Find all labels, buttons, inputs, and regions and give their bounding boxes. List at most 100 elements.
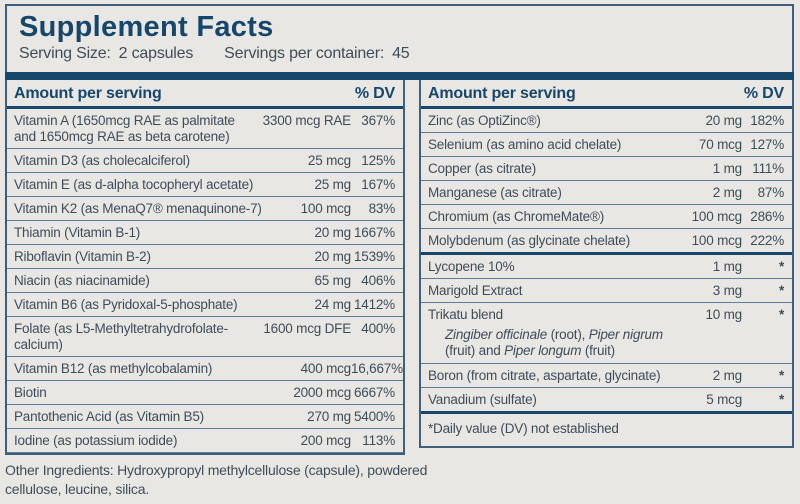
table-row: Niacin (as niacinamide) 65 mg 406%	[7, 269, 403, 293]
divider-bar	[5, 72, 794, 80]
table-row: Molybdenum (as glycinate chelate) 100 mcg…	[421, 229, 792, 255]
left-table-header: Amount per serving % DV	[7, 80, 403, 109]
nutrient-dv: 406%	[361, 273, 395, 288]
table-row: Vitamin B12 (as methylcobalamin) 400 mcg 1…	[7, 357, 403, 381]
table-row: Vitamin A (1650mcg RAE as palmitate and …	[7, 109, 403, 149]
nutrient-dv: *	[778, 392, 784, 407]
table-row: Biotin 2000 mcg 6667%	[7, 381, 403, 405]
nutrient-name: Vitamin D3 (as cholecalciferol)	[14, 153, 190, 168]
table-row: Iodine (as potassium iodide) 200 mcg 113%	[7, 429, 403, 453]
nutrient-dv: 1539%	[353, 249, 395, 264]
nutrient-amount: 25 mg	[314, 177, 351, 192]
table-row: Zinc (as OptiZinc®) 20 mg 182%	[421, 109, 792, 133]
nutrient-amount: 20 mg	[314, 225, 351, 240]
botanical-source-segment: (fruit)	[581, 343, 615, 358]
serving-size-value: 2 capsules	[118, 45, 194, 62]
right-table-header: Amount per serving % DV	[421, 80, 792, 109]
nutrient-name: Molybdenum (as glycinate chelate)	[428, 233, 631, 248]
table-row: Vitamin D3 (as cholecalciferol) 25 mcg 125…	[7, 149, 403, 173]
right-table-body: Zinc (as OptiZinc®) 20 mg 182% Selenium (as…	[421, 109, 792, 414]
amount-per-serving-header: Amount per serving	[14, 85, 162, 102]
nutrient-dv: 16,667%	[351, 361, 403, 376]
nutrient-amount: 3300 mcg RAE	[262, 113, 352, 128]
nutrient-amount: 65 mg	[314, 273, 351, 288]
nutrient-amount: 200 mcg	[300, 433, 352, 448]
servings-per-container-value: 45	[392, 45, 410, 62]
nutrient-name: Marigold Extract	[428, 283, 523, 298]
right-facts-table: Amount per serving % DV Zinc (as OptiZin…	[419, 80, 794, 448]
nutrient-name: Copper (as citrate)	[428, 161, 536, 176]
nutrient-name: Niacin (as niacinamide)	[14, 273, 150, 288]
table-row: Riboflavin (Vitamin B-2) 20 mg 1539%	[7, 245, 403, 269]
nutrient-amount: 10 mg	[705, 307, 742, 322]
nutrient-amount: 20 mg	[705, 113, 742, 128]
label-header: Supplement Facts Serving Size: 2 capsule…	[5, 4, 794, 72]
nutrient-dv: 6667%	[353, 385, 395, 400]
nutrient-name: Manganese (as citrate)	[428, 185, 562, 200]
nutrient-dv: 367%	[361, 113, 395, 128]
nutrient-dv: *	[778, 307, 784, 322]
other-ingredients: Other Ingredients: Hydroxypropyl methylc…	[5, 462, 428, 497]
nutrient-amount: 20 mg	[314, 249, 351, 264]
nutrient-dv: 182%	[750, 113, 784, 128]
nutrient-name: Vitamin K2 (as MenaQ7® menaquinone-7)	[14, 201, 262, 216]
nutrient-name: Chromium (as ChromeMate®)	[428, 209, 604, 224]
table-row: Marigold Extract 3 mg *	[421, 279, 792, 303]
botanical-source-segment: Zingiber officinale	[445, 327, 548, 342]
table-row: Copper (as citrate) 1 mg 111%	[421, 157, 792, 181]
nutrient-amount: 5 mcg	[706, 392, 742, 407]
botanical-sources: Zingiber officinale (root), Piper nigrum…	[421, 326, 792, 364]
label-title: Supplement Facts	[19, 11, 274, 43]
table-row: Vanadium (sulfate) 5 mcg *	[421, 388, 792, 414]
table-row: Vitamin E (as d-alpha tocopheryl acetate…	[7, 173, 403, 197]
nutrient-dv: 167%	[361, 177, 395, 192]
amount-per-serving-header: Amount per serving	[428, 85, 576, 102]
nutrient-dv: 222%	[750, 233, 784, 248]
nutrient-name: Folate (as L5-Methyltetrahydrofolate- ca…	[14, 321, 228, 352]
nutrient-name: Lycopene 10%	[428, 259, 515, 274]
nutrient-name: Biotin	[14, 385, 47, 400]
table-row: Trikatu blend 10 mg *	[421, 303, 792, 326]
nutrient-name: Vitamin A (1650mcg RAE as palmitate and …	[14, 113, 235, 144]
nutrient-amount: 1 mg	[712, 161, 742, 176]
facts-columns: Amount per serving % DV Vitamin A (1650m…	[5, 80, 794, 455]
nutrient-amount: 2000 mcg	[293, 385, 351, 400]
nutrient-amount: 2 mg	[712, 185, 742, 200]
nutrient-dv: 111%	[752, 161, 784, 176]
nutrient-dv: 400%	[361, 321, 395, 336]
nutrient-amount: 1600 mcg DFE	[263, 321, 351, 336]
serving-size-label: Serving Size:	[19, 45, 111, 62]
table-row: Selenium (as amino acid chelate) 70 mcg 12…	[421, 133, 792, 157]
nutrient-amount: 100 mcg	[691, 233, 743, 248]
table-row: Lycopene 10% 1 mg *	[421, 255, 792, 279]
botanical-source-segment: Piper longum	[504, 343, 582, 358]
nutrient-dv: 286%	[750, 209, 784, 224]
nutrient-dv: *	[778, 259, 784, 274]
nutrient-dv: 1667%	[353, 225, 395, 240]
nutrient-dv: *	[778, 368, 784, 383]
table-row: Pantothenic Acid (as Vitamin B5) 270 mg 54…	[7, 405, 403, 429]
nutrient-name: Vanadium (sulfate)	[428, 392, 537, 407]
nutrient-amount: 270 mg	[307, 409, 351, 424]
botanical-source-segment: (root),	[547, 327, 589, 342]
nutrient-amount: 1 mg	[712, 259, 742, 274]
nutrient-dv: 1412%	[353, 297, 395, 312]
nutrient-dv: 5400%	[353, 409, 395, 424]
nutrient-amount: 70 mcg	[698, 137, 742, 152]
nutrient-dv: 125%	[361, 153, 395, 168]
percent-dv-header: % DV	[743, 85, 784, 102]
serving-info: Serving Size: 2 capsules Servings per co…	[19, 45, 782, 63]
left-facts-table: Amount per serving % DV Vitamin A (1650m…	[5, 80, 405, 455]
nutrient-amount: 25 mcg	[307, 153, 351, 168]
nutrient-amount: 100 mcg	[691, 209, 743, 224]
table-row: Folate (as L5-Methyltetrahydrofolate- ca…	[7, 317, 403, 357]
nutrient-name: Thiamin (Vitamin B-1)	[14, 225, 141, 240]
table-row: Vitamin K2 (as MenaQ7® menaquinone-7) 100…	[7, 197, 403, 221]
nutrient-name: Boron (from citrate, aspartate, glycinat…	[428, 368, 661, 383]
botanical-source-segment: Piper nigrum	[588, 327, 663, 342]
table-row: Boron (from citrate, aspartate, glycinat…	[421, 364, 792, 388]
nutrient-amount: 400 mcg	[300, 361, 352, 376]
nutrient-dv: 83%	[368, 201, 396, 216]
percent-dv-header: % DV	[354, 85, 395, 102]
